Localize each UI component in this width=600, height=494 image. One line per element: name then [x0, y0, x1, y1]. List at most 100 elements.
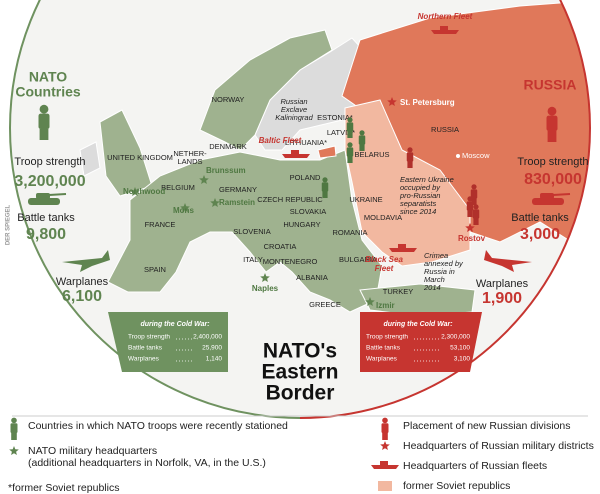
ireland: [79, 141, 101, 177]
soldier-icon: [346, 147, 354, 157]
legend-text: *former Soviet republics: [8, 482, 119, 494]
nato-stat-value: 9,800: [26, 226, 66, 243]
nato-hq-label: Northwood: [123, 187, 165, 196]
legend-text: NATO military headquarters: [28, 445, 157, 457]
soldier-icon: [467, 210, 473, 217]
country-label: LITHUANIA*: [285, 138, 327, 147]
annotation: March: [424, 275, 445, 284]
country-label: POLAND: [290, 173, 321, 182]
country-label: BULGARIA: [339, 255, 377, 264]
country-label: FRANCE: [145, 220, 176, 229]
tank-icon: [28, 198, 60, 205]
soldier-icon: [406, 152, 414, 162]
title: NATO's: [263, 340, 337, 363]
annotation: pro-Russian: [399, 191, 440, 200]
soldier-icon: [359, 144, 365, 151]
country-label: BELARUS: [354, 150, 389, 159]
country-label: ESTONIA*: [317, 113, 353, 122]
country-label: HUNGARY: [283, 220, 320, 229]
country-label: GERMANY: [219, 185, 257, 194]
country-label: SPAIN: [144, 265, 166, 274]
country-label: CZECH REPUBLIC: [257, 195, 323, 204]
russia-hq-label: St. Petersburg: [400, 98, 455, 107]
soldier-icon: [11, 433, 17, 440]
country-label: BELGIUM: [161, 183, 195, 192]
former-soviet: [344, 99, 471, 267]
country-label: SLOVAKIA: [290, 207, 327, 216]
soldier-icon: [11, 417, 17, 424]
coldwar-value: 1,140: [206, 356, 223, 363]
annotation: 2014: [423, 283, 441, 292]
fleet-label: Fleet: [375, 264, 394, 273]
nato-hq-label: Mons: [173, 206, 194, 215]
russia-stat-label: Warplanes: [476, 278, 529, 290]
soldier-icon: [347, 117, 353, 123]
norway: [199, 29, 333, 151]
country-label: UNITED KINGDOM: [107, 153, 173, 162]
country-label: DENMARK: [209, 142, 247, 151]
nato-hq-star: [365, 297, 375, 306]
country-label: GREECE: [309, 300, 341, 309]
ship-icon: [291, 150, 299, 154]
legend-text: Countries in which NATO troops were rece…: [28, 420, 288, 432]
nato-hq-star: [260, 273, 270, 282]
russia-stat-value: 1,900: [482, 290, 522, 307]
nato-hq-star: [180, 203, 190, 212]
nato-heading: Countries: [15, 84, 81, 100]
soldier-icon: [407, 161, 413, 168]
nato-hq-star: [199, 175, 209, 184]
plane-icon: [62, 250, 110, 272]
soldier-icon: [547, 106, 557, 116]
title: Eastern: [261, 361, 338, 384]
soldier-icon: [472, 209, 480, 219]
coldwar-label: Warplanes: [128, 356, 160, 363]
city-dot: [456, 154, 460, 158]
soldier-icon: [347, 131, 353, 138]
ship-icon: [371, 465, 399, 469]
soldier-icon: [322, 191, 328, 198]
annotation: Russian: [280, 97, 307, 106]
coldwar-heading: during the Cold War:: [383, 321, 452, 328]
kaliningrad: [317, 145, 337, 159]
russia-stat-value: 3,000: [520, 226, 560, 243]
legend-text: Placement of new Russian divisions: [403, 420, 571, 432]
soldier-icon: [359, 130, 365, 136]
ship-icon: [440, 26, 448, 30]
country-label: MOLDAVIA: [364, 213, 402, 222]
nato-coldwar-box: [108, 312, 228, 372]
country-label: LATVIA*: [327, 128, 355, 137]
nato-hq-label: Ramstein: [219, 198, 255, 207]
nato-heading: NATO: [29, 69, 67, 85]
country-label: CROATIA: [264, 242, 297, 251]
ship-icon: [380, 461, 388, 465]
plane-icon: [484, 250, 532, 272]
soldier-icon: [346, 122, 354, 132]
coldwar-value: 2,400,000: [193, 334, 222, 341]
coldwar-value: 2,300,000: [441, 334, 470, 341]
country-label: NETHER-: [173, 149, 207, 158]
turkey: [359, 283, 476, 317]
russia-stat-value: 830,000: [524, 171, 582, 188]
annotation: Crimea: [424, 251, 448, 260]
nato-stat-label: Warplanes: [56, 276, 109, 288]
country-label: ROMANIA: [332, 228, 367, 237]
nato-stat-label: Battle tanks: [17, 212, 75, 224]
soldier-icon: [382, 433, 388, 440]
soldier-icon: [322, 177, 328, 183]
legend-swatch: [378, 481, 392, 491]
coldwar-label: Troop strength: [128, 334, 170, 341]
legend-text: Headquarters of Russian fleets: [403, 460, 547, 472]
tank-icon: [552, 193, 571, 196]
annotation: Exclave: [281, 105, 307, 114]
soldier-icon: [407, 147, 413, 153]
fleet-label: Northern Fleet: [418, 12, 473, 21]
annotation: since 2014: [400, 207, 436, 216]
annotation: separatists: [400, 199, 437, 208]
country-label: NORWAY: [212, 95, 245, 104]
soldier-icon: [473, 204, 479, 210]
coldwar-value: 53,100: [450, 345, 470, 352]
country-label: TURKEY: [383, 287, 413, 296]
coldwar-label: Troop strength: [366, 334, 408, 341]
russia-stat-label: Battle tanks: [511, 212, 569, 224]
coldwar-value: 3,100: [454, 356, 471, 363]
